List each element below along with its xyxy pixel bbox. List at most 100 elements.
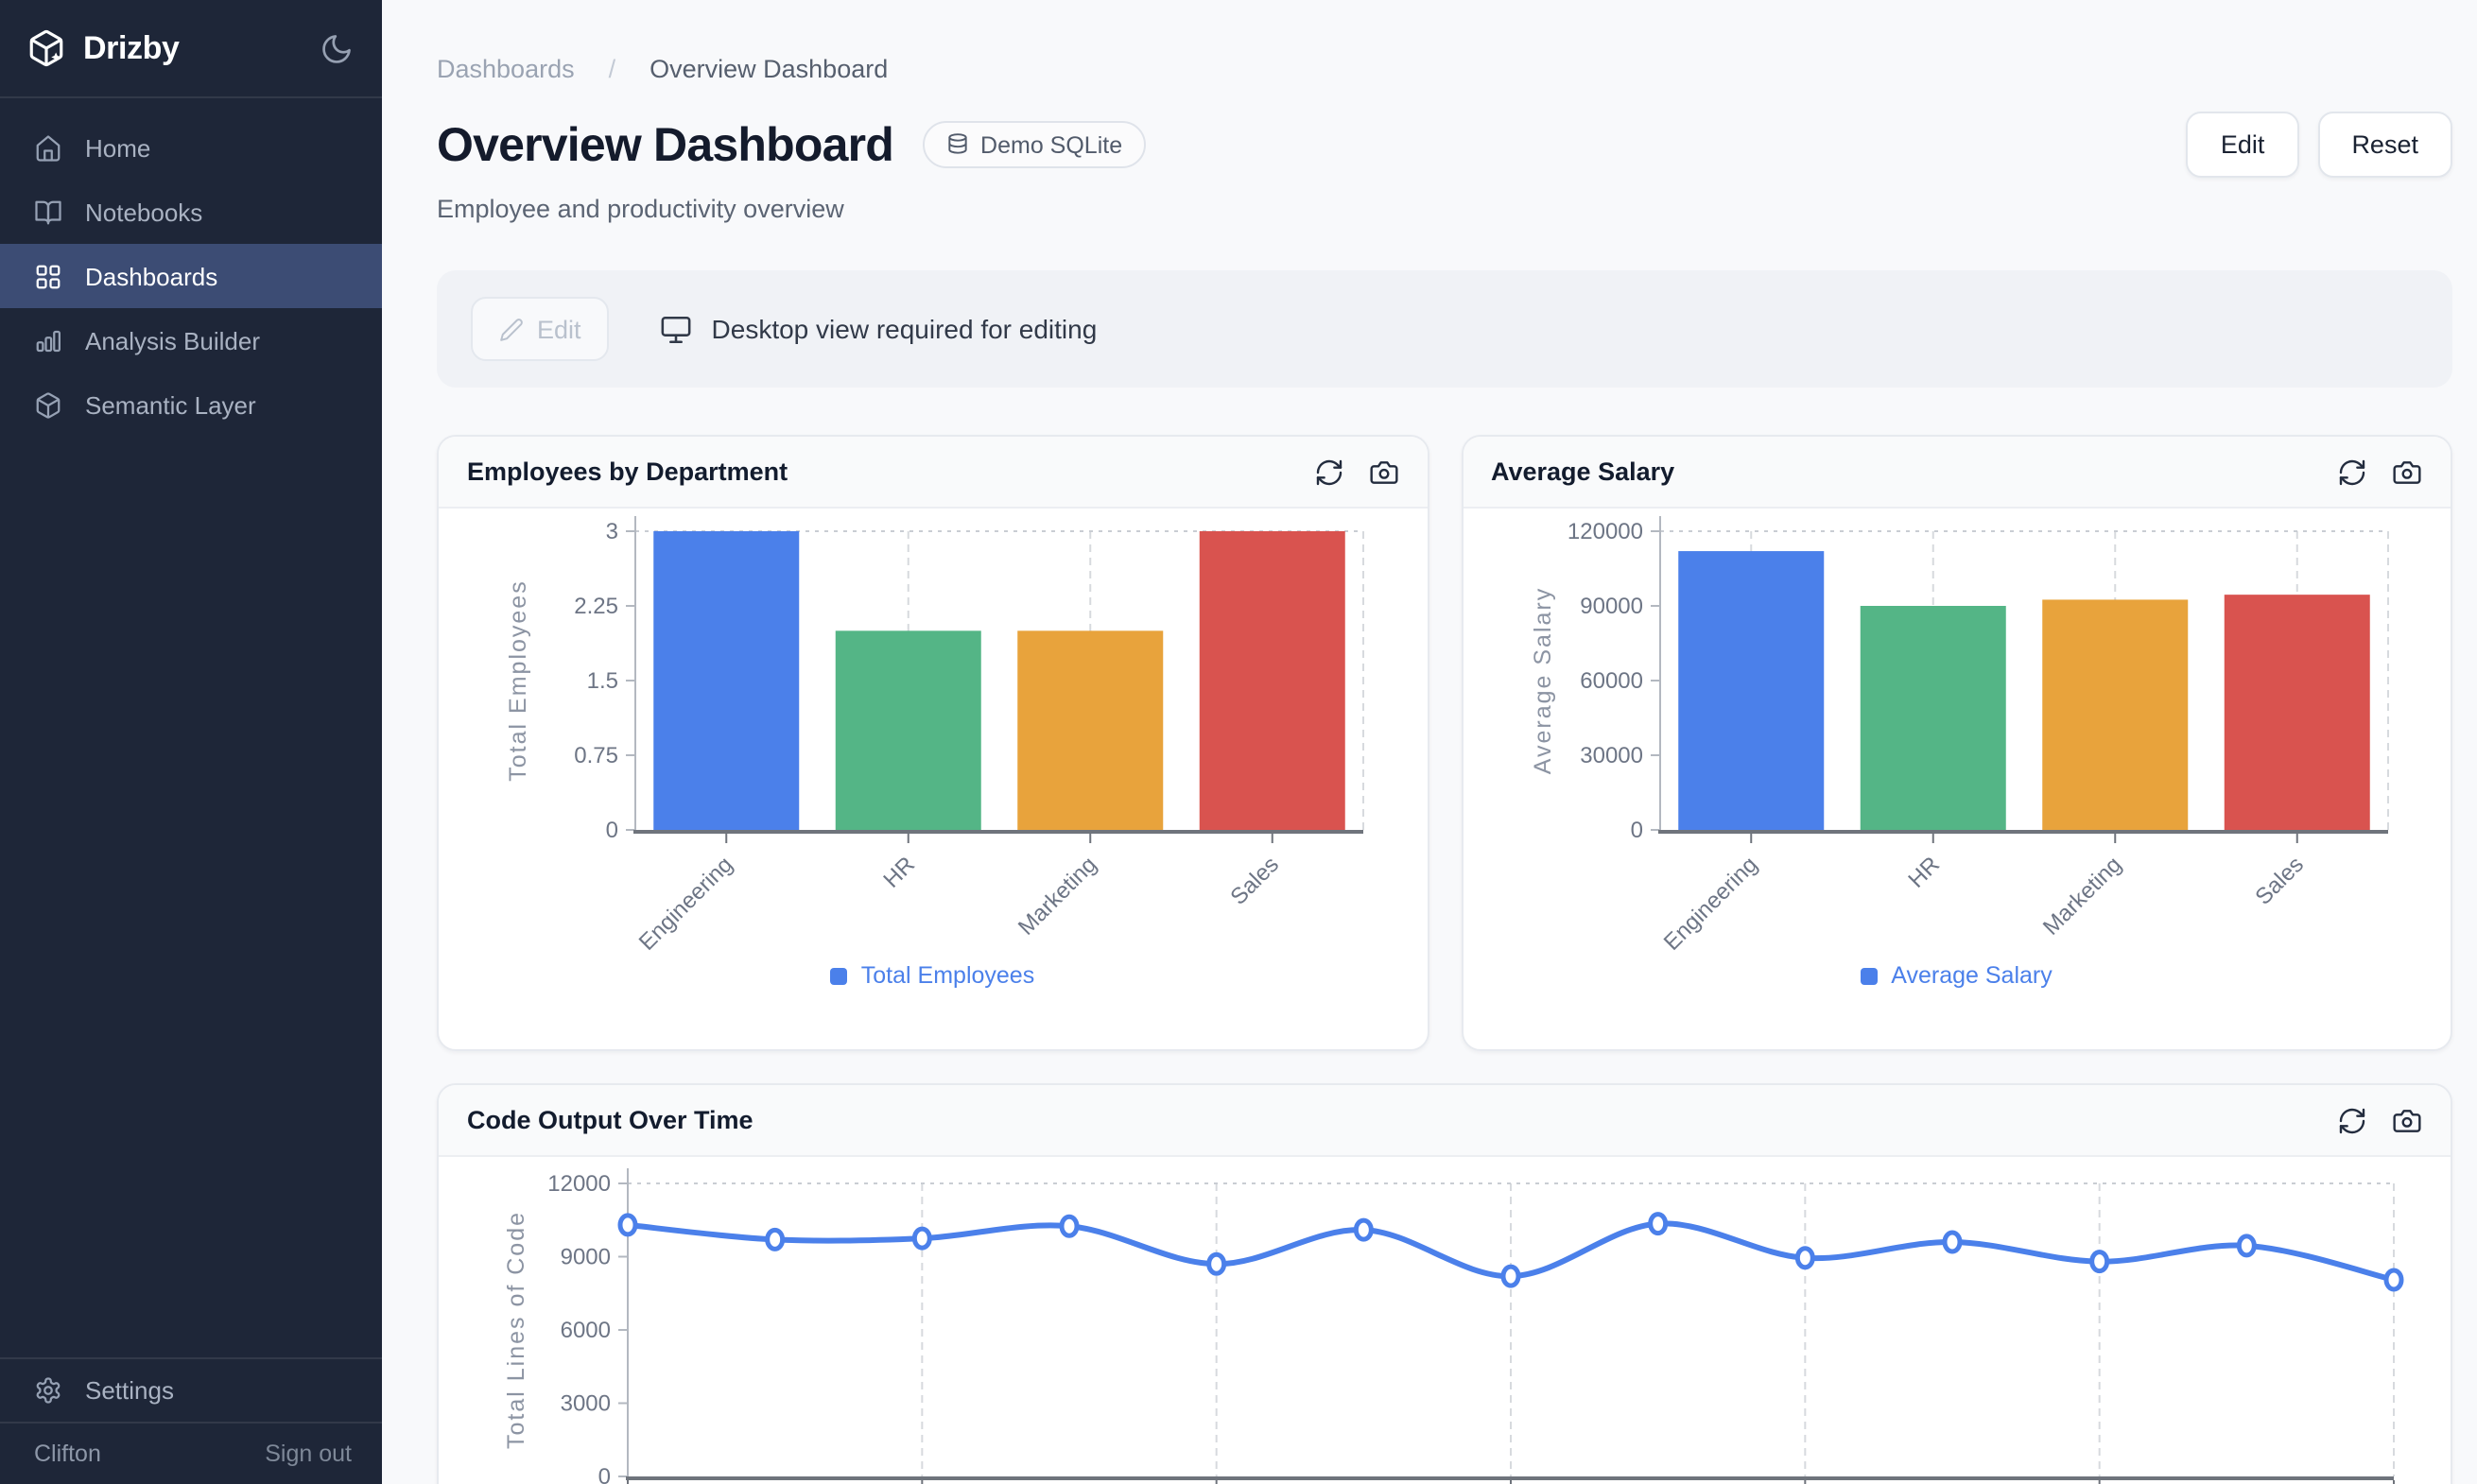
svg-text:3: 3	[606, 519, 618, 544]
sidebar-item-notebooks[interactable]: Notebooks	[0, 180, 382, 244]
page-title: Overview Dashboard	[437, 116, 893, 173]
legend-swatch	[831, 967, 848, 984]
header-actions: Edit Reset	[2187, 112, 2452, 178]
sign-out-button[interactable]: Sign out	[265, 1441, 352, 1467]
svg-text:Sales: Sales	[1225, 852, 1284, 910]
edit-disabled-label: Edit	[537, 315, 581, 343]
main-content: Dashboards / Overview Dashboard Overview…	[382, 0, 2477, 1484]
refresh-icon[interactable]	[1313, 457, 1343, 487]
refresh-icon[interactable]	[2337, 1105, 2367, 1135]
sidebar-item-settings[interactable]: Settings	[0, 1357, 382, 1422]
database-icon	[944, 132, 969, 157]
sidebar-item-label: Analysis Builder	[85, 326, 260, 354]
card-actions	[2337, 1105, 2422, 1135]
svg-text:Total Employees: Total Employees	[505, 579, 531, 781]
breadcrumb-separator: /	[609, 55, 616, 83]
svg-text:60000: 60000	[1579, 668, 1642, 694]
gear-icon	[34, 1376, 62, 1405]
sidebar-logo-row: Drizby	[0, 0, 382, 98]
sidebar-item-dashboards[interactable]: Dashboards	[0, 244, 382, 308]
svg-text:Engineering: Engineering	[634, 852, 738, 956]
legend-swatch	[1861, 967, 1878, 984]
svg-text:Engineering: Engineering	[1658, 852, 1762, 956]
page-subtitle: Employee and productivity overview	[437, 195, 2452, 223]
svg-text:1.5: 1.5	[587, 668, 618, 694]
camera-icon[interactable]	[1368, 457, 1398, 487]
sidebar-item-semantic-layer[interactable]: Semantic Layer	[0, 372, 382, 437]
chart-area: 0300006000090000120000EngineeringHRMarke…	[1463, 509, 2451, 1051]
svg-text:0: 0	[598, 1464, 611, 1484]
card-header: Employees by Department	[439, 437, 1427, 509]
grid-icon	[34, 262, 62, 290]
monitor-icon	[661, 313, 693, 345]
svg-text:HR: HR	[878, 852, 920, 893]
svg-text:0.75: 0.75	[574, 743, 618, 768]
card-header: Code Output Over Time	[439, 1085, 2451, 1157]
chart-title: Employees by Department	[467, 457, 788, 486]
camera-icon[interactable]	[2392, 1105, 2422, 1135]
svg-text:12000: 12000	[547, 1171, 611, 1197]
sidebar-item-label: Notebooks	[85, 198, 202, 226]
book-open-icon	[34, 198, 62, 226]
chart-legend[interactable]: Average Salary	[1463, 962, 2451, 989]
sidebar-item-analysis-builder[interactable]: Analysis Builder	[0, 308, 382, 372]
settings-label: Settings	[85, 1376, 174, 1405]
bar-chart-salary: 0300006000090000120000EngineeringHRMarke…	[1463, 509, 2451, 972]
sidebar: Drizby Home Notebooks	[0, 0, 382, 1484]
drizby-logo-icon	[26, 28, 66, 68]
chart-legend[interactable]: Total Employees	[439, 962, 1427, 989]
chart-card-average-salary: Average Salary 0300006000090000120000Eng…	[1461, 435, 2452, 1051]
sidebar-spacer	[0, 437, 382, 1357]
svg-text:0: 0	[1630, 818, 1642, 843]
camera-icon[interactable]	[2392, 457, 2422, 487]
breadcrumb-current: Overview Dashboard	[650, 55, 888, 83]
user-name: Clifton	[34, 1441, 101, 1467]
title-row: Overview Dashboard Demo SQLite Edit Rese…	[437, 112, 2452, 178]
datasource-badge-label: Demo SQLite	[980, 131, 1122, 158]
card-actions	[2337, 457, 2422, 487]
sidebar-item-label: Dashboards	[85, 262, 217, 290]
charts-row: Employees by Department 0 0.75 1.5 2.25 3 Eng…	[437, 435, 2452, 1051]
datasource-badge: Demo SQLite	[922, 121, 1145, 168]
bar-chart-employees: 0 0.75 1.5 2.25 3 Engineering HR Marketing Sales…	[439, 509, 1428, 972]
reset-button[interactable]: Reset	[2317, 112, 2452, 178]
edit-button-disabled[interactable]: Edit	[471, 297, 610, 361]
svg-text:9000: 9000	[561, 1245, 611, 1270]
moon-icon[interactable]	[320, 31, 354, 65]
sidebar-user-row: Clifton Sign out	[0, 1422, 382, 1484]
sidebar-item-label: Home	[85, 133, 150, 162]
pencil-icon	[499, 317, 524, 341]
svg-text:Average Salary: Average Salary	[1529, 587, 1555, 774]
chart-card-code-output: Code Output Over Time 030006000900012000…	[437, 1083, 2452, 1484]
refresh-icon[interactable]	[2337, 457, 2367, 487]
edit-button[interactable]: Edit	[2187, 112, 2299, 178]
svg-text:Marketing: Marketing	[1013, 852, 1102, 940]
card-actions	[1313, 457, 1398, 487]
chart-area: 0 0.75 1.5 2.25 3 Engineering HR Marketing Sales…	[439, 509, 1427, 1051]
chart-title: Average Salary	[1491, 457, 1674, 486]
line-chart-code-output: 030006000900012000Total Lines of Code	[439, 1157, 2451, 1484]
chart-area: 030006000900012000Total Lines of Code	[439, 1157, 2451, 1484]
brand-name: Drizby	[83, 29, 180, 67]
sidebar-item-home[interactable]: Home	[0, 115, 382, 180]
svg-text:Sales: Sales	[2249, 852, 2308, 910]
svg-text:30000: 30000	[1579, 743, 1642, 768]
chart-title: Code Output Over Time	[467, 1106, 753, 1134]
sidebar-item-label: Semantic Layer	[85, 390, 256, 419]
breadcrumb-dashboards[interactable]: Dashboards	[437, 55, 575, 83]
svg-text:2.25: 2.25	[574, 594, 618, 619]
chart-card-employees-by-department: Employees by Department 0 0.75 1.5 2.25 3 Eng…	[437, 435, 1429, 1051]
breadcrumb: Dashboards / Overview Dashboard	[437, 0, 2452, 83]
app-window: Drizby Home Notebooks	[0, 0, 2477, 1484]
svg-text:Total Lines of Code: Total Lines of Code	[503, 1211, 529, 1449]
svg-text:Marketing: Marketing	[2037, 852, 2126, 940]
edit-restriction-banner: Edit Desktop view required for editing	[437, 270, 2452, 388]
svg-text:6000: 6000	[561, 1318, 611, 1343]
sidebar-nav: Home Notebooks Dashboards Analysis Build…	[0, 98, 382, 437]
card-header: Average Salary	[1463, 437, 2451, 509]
svg-text:HR: HR	[1902, 852, 1944, 893]
svg-text:90000: 90000	[1579, 594, 1642, 619]
svg-text:0: 0	[606, 818, 618, 843]
box-icon	[34, 390, 62, 419]
legend-label: Average Salary	[1891, 962, 2053, 989]
